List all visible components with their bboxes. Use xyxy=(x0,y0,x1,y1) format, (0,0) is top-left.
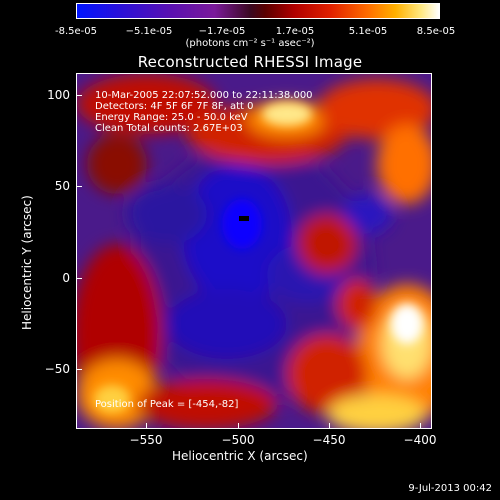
y-tick-label: 100 xyxy=(47,88,70,102)
y-tick-label: 0 xyxy=(62,271,70,285)
detectors-label: Detectors: 4F 5F 6F 7F 8F, att 0 xyxy=(95,101,254,112)
method-counts-label: Clean Total counts: 2.67E+03 xyxy=(95,123,243,134)
x-tick-label: −500 xyxy=(221,433,255,447)
colorbar-tick-label: −1.7e-05 xyxy=(198,26,246,37)
colorbar-units: (photons cm⁻² s⁻¹ asec⁻²) xyxy=(185,38,315,49)
x-tick-label: −400 xyxy=(403,433,437,447)
colorbar-tick-label: 1.7e-05 xyxy=(275,26,315,37)
y-tick-mark xyxy=(76,95,82,96)
y-tick-label: 50 xyxy=(54,179,70,193)
peak-marker xyxy=(239,216,249,221)
x-tick-label: −450 xyxy=(312,433,346,447)
x-tick-mark xyxy=(420,423,421,429)
y-tick-mark xyxy=(76,369,82,370)
x-tick-mark xyxy=(146,423,147,429)
x-tick-mark xyxy=(238,423,239,429)
energy-range-label: Energy Range: 25.0 - 50.0 keV xyxy=(95,112,248,123)
image-map xyxy=(77,74,431,428)
colorbar xyxy=(76,3,440,19)
colorbar-tick-label: −5.1e-05 xyxy=(125,26,173,37)
y-tick-mark xyxy=(76,186,82,187)
timestamp-footer: 9-Jul-2013 00:42 xyxy=(408,483,492,494)
peak-position-label: Position of Peak = [-454,-82] xyxy=(95,399,239,410)
x-tick-label: −550 xyxy=(129,433,163,447)
time-range-label: 10-Mar-2005 22:07:52.000 to 22:11:38.000 xyxy=(95,90,313,101)
rhessi-image: 10-Mar-2005 22:07:52.000 to 22:11:38.000… xyxy=(76,73,432,429)
x-axis-label: Heliocentric X (arcsec) xyxy=(172,449,308,463)
y-tick-label: −50 xyxy=(44,362,70,376)
colorbar-tick-label: 5.1e-05 xyxy=(348,26,388,37)
colorbar-tick-label: 8.5e-05 xyxy=(416,26,456,37)
colorbar-tick-label: -8.5e-05 xyxy=(55,26,97,37)
plot-title: Reconstructed RHESSI Image xyxy=(137,53,363,71)
y-tick-mark xyxy=(76,278,82,279)
x-tick-mark xyxy=(329,423,330,429)
y-axis-label: Heliocentric Y (arcsec) xyxy=(20,195,34,330)
